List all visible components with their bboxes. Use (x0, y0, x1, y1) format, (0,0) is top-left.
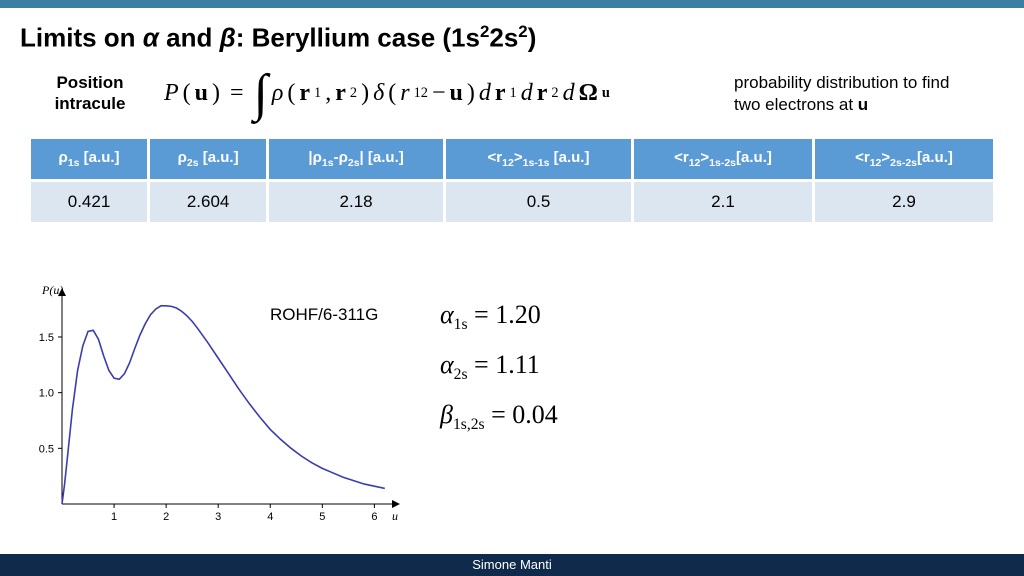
svg-text:2: 2 (163, 511, 169, 523)
method-label: ROHF/6-311G (270, 305, 378, 325)
table-header-cell: |ρ1s-ρ2s| [a.u.] (269, 139, 443, 179)
table-data-cell: 2.604 (150, 182, 266, 222)
table-header-cell: ρ1s [a.u.] (31, 139, 147, 179)
probability-description: probability distribution to find two ele… (734, 72, 984, 116)
table-data-cell: 0.5 (446, 182, 631, 222)
data-table-wrap: ρ1s [a.u.]ρ2s [a.u.]|ρ1s-ρ2s| [a.u.]<r12… (0, 124, 1024, 225)
footer-author: Simone Manti (0, 554, 1024, 576)
results-block: α1s = 1.20 α2s = 1.11 β1s,2s = 0.04 (440, 300, 558, 451)
table-data-cell: 0.421 (31, 182, 147, 222)
result-beta: β1s,2s = 0.04 (440, 400, 558, 434)
page-title: Limits on α and β: Beryllium case (1s22s… (0, 8, 1024, 62)
table-header-cell: ρ2s [a.u.] (150, 139, 266, 179)
result-alpha2s: α2s = 1.11 (440, 350, 558, 384)
svg-text:0.5: 0.5 (39, 443, 54, 455)
intracule-row: Position intracule P(u) = ∫ ρ(r1, r2)δ(r… (0, 62, 1024, 124)
intracule-label: Position intracule (40, 73, 140, 114)
parameters-table: ρ1s [a.u.]ρ2s [a.u.]|ρ1s-ρ2s| [a.u.]<r12… (28, 136, 996, 225)
svg-text:3: 3 (215, 511, 221, 523)
table-header-cell: <r12>1s-1s [a.u.] (446, 139, 631, 179)
result-alpha1s: α1s = 1.20 (440, 300, 558, 334)
table-header-cell: <r12>2s-2s[a.u.] (815, 139, 993, 179)
svg-text:1.0: 1.0 (39, 388, 54, 400)
svg-text:5: 5 (319, 511, 325, 523)
intracule-formula: P(u) = ∫ ρ(r1, r2)δ(r12 − u)dr1dr2dΩu (164, 78, 610, 109)
top-accent-bar (0, 0, 1024, 8)
table-data-cell: 2.18 (269, 182, 443, 222)
table-header-cell: <r12>1s-2s[a.u.] (634, 139, 812, 179)
table-data-cell: 2.1 (634, 182, 812, 222)
svg-text:4: 4 (267, 511, 273, 523)
svg-text:1.5: 1.5 (39, 332, 54, 344)
svg-text:1: 1 (111, 511, 117, 523)
svg-text:6: 6 (371, 511, 377, 523)
svg-text:u: u (392, 509, 398, 523)
table-data-cell: 2.9 (815, 182, 993, 222)
svg-text:P(u): P(u) (41, 283, 63, 297)
